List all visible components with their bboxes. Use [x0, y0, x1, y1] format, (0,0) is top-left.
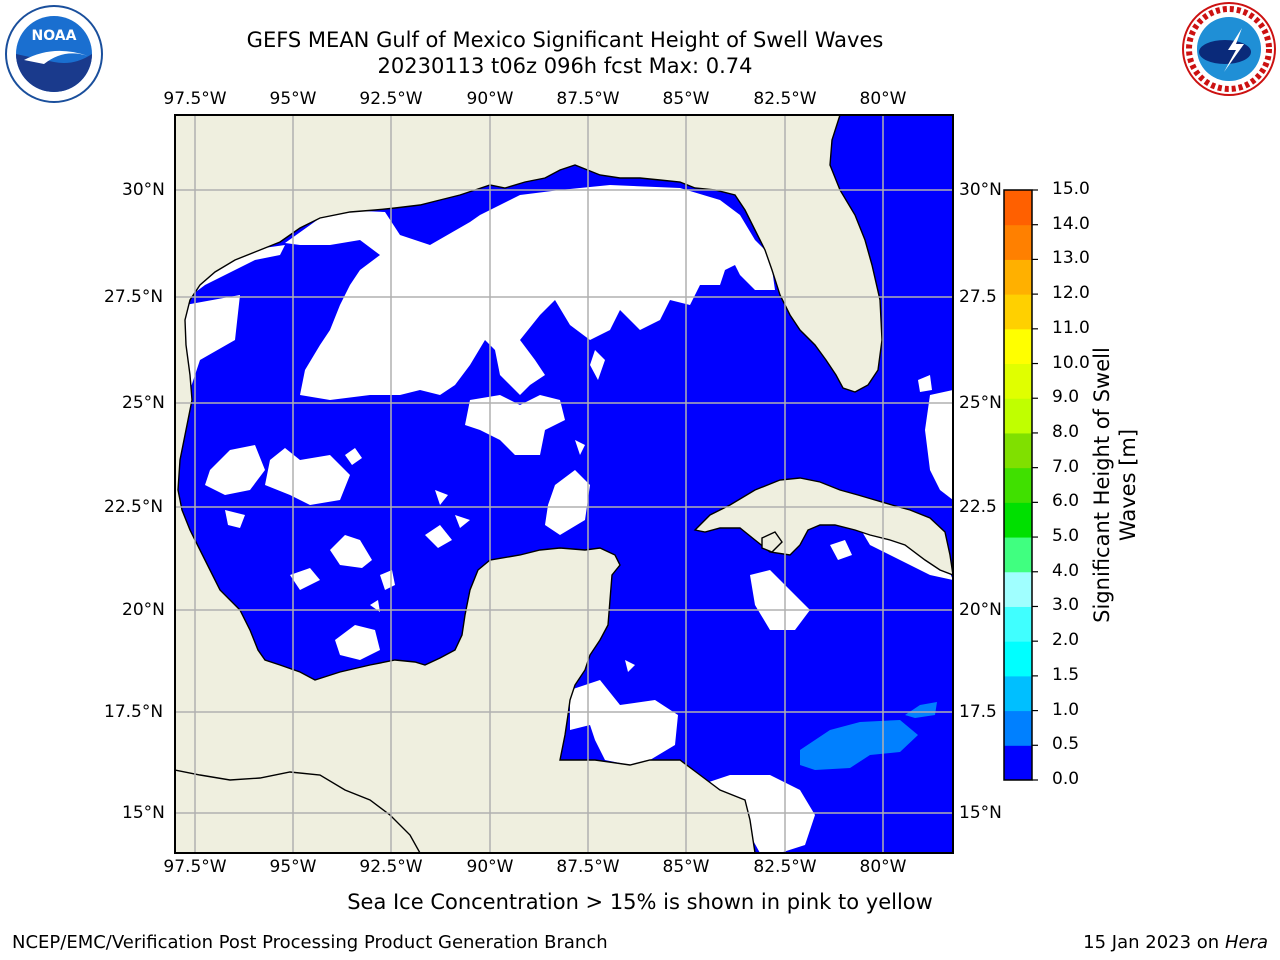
map-title: GEFS MEAN Gulf of Mexico Significant Hei…: [246, 28, 884, 52]
colorbar-segment: [1004, 710, 1032, 746]
colorbar: [1003, 189, 1038, 781]
colorbar-segment: [1004, 502, 1032, 538]
credit-host: Hera: [1224, 932, 1268, 953]
colorbar-frame: [1003, 189, 1033, 781]
lat-label-left: 15°N: [122, 803, 165, 823]
colorbar-segment: [1004, 190, 1032, 226]
colorbar-tick-label: 11.0: [1052, 317, 1090, 338]
colorbar-segment: [1004, 571, 1032, 607]
colorbar-tick-label: 9.0: [1052, 387, 1080, 408]
colorbar-segment: [1004, 606, 1032, 642]
colorbar-tick-label: 0.0: [1052, 769, 1080, 789]
colorbar-tick-label: 7.0: [1052, 456, 1080, 477]
lat-label-right: 27.5: [959, 287, 997, 307]
colorbar-segment: [1004, 675, 1032, 712]
credit-date: 15 Jan 2023 on: [1083, 932, 1225, 953]
colorbar-segment: [1004, 641, 1032, 677]
lon-label-bottom: 80°W: [859, 857, 907, 877]
colorbar-tick-label: 6.0: [1052, 491, 1080, 512]
lon-label-bottom: 92.5°W: [359, 857, 423, 877]
colorbar-tick-label: 14.0: [1052, 213, 1090, 234]
colorbar-segment: [1004, 328, 1032, 365]
colorbar-tick-label: 3.0: [1052, 595, 1080, 616]
colorbar-tick-label: 15.0: [1052, 179, 1090, 199]
lon-label-bottom: 97.5°W: [163, 857, 227, 877]
lat-label-right: 30°N: [959, 180, 1002, 200]
map-frame: [174, 114, 954, 854]
colorbar-segment: [1004, 432, 1032, 469]
credit-left: NCEP/EMC/Verification Post Processing Pr…: [12, 932, 608, 953]
lon-label-top: 92.5°W: [359, 89, 423, 109]
sea-ice-note: Sea Ice Concentration > 15% is shown in …: [347, 890, 933, 914]
nws-logo: [1182, 2, 1276, 96]
lat-label-left: 30°N: [122, 180, 165, 200]
graticule: [175, 115, 953, 853]
land-masses: [175, 115, 953, 853]
map-subtitle: 20230113 t06z 096h fcst Max: 0.74: [377, 54, 753, 78]
colorbar-tick-label: 1.5: [1052, 664, 1080, 685]
colorbar-segment: [1004, 363, 1032, 399]
lat-label-right: 25°N: [959, 393, 1002, 413]
colorbar-segment: [1004, 537, 1032, 573]
colorbar-segment: [1004, 398, 1032, 434]
lon-label-bottom: 87.5°W: [556, 857, 620, 877]
noaa-logo: NOAA: [5, 5, 103, 103]
lon-label-top: 82.5°W: [753, 89, 817, 109]
lat-label-left: 25°N: [122, 393, 165, 413]
lon-label-bottom: 85°W: [662, 857, 710, 877]
colorbar-segment: [1004, 224, 1032, 260]
lat-label-right: 15°N: [959, 803, 1002, 823]
colorbar-tick-label: 13.0: [1052, 248, 1090, 269]
lon-label-top: 80°W: [859, 89, 907, 109]
credit-right: 15 Jan 2023 on Hera: [1083, 932, 1268, 953]
lon-label-top: 95°W: [269, 89, 317, 109]
lon-label-top: 87.5°W: [556, 89, 620, 109]
lon-label-top: 97.5°W: [163, 89, 227, 109]
colorbar-segment: [1004, 259, 1032, 295]
colorbar-tick-label: 4.0: [1052, 560, 1080, 581]
lat-label-right: 17.5: [959, 702, 997, 722]
lon-label-top: 90°W: [466, 89, 514, 109]
colorbar-segment: [1004, 745, 1032, 781]
colorbar-tick-label: 2.0: [1052, 630, 1080, 651]
lon-label-bottom: 95°W: [269, 857, 317, 877]
lat-label-right: 22.5: [959, 497, 997, 517]
lon-label-top: 85°W: [662, 89, 710, 109]
colorbar-tick-label: 12.0: [1052, 283, 1090, 304]
colorbar-label: Significant Height of Swell Waves [m]: [1090, 347, 1140, 623]
lat-label-left: 22.5°N: [104, 497, 164, 517]
lat-label-left: 27.5°N: [104, 287, 164, 307]
colorbar-segment: [1004, 467, 1032, 503]
colorbar-tick-label: 1.0: [1052, 699, 1080, 720]
colorbar-tick-label: 10.0: [1052, 352, 1090, 373]
lat-label-left: 20°N: [122, 600, 165, 620]
colorbar-tick-label: 0.5: [1052, 734, 1080, 755]
lat-label-left: 17.5°N: [104, 702, 164, 722]
colorbar-segment: [1004, 294, 1032, 330]
colorbar-tick-label: 8.0: [1052, 421, 1080, 442]
svg-text:NOAA: NOAA: [32, 28, 77, 44]
lon-label-bottom: 82.5°W: [753, 857, 817, 877]
lon-label-bottom: 90°W: [466, 857, 514, 877]
lat-label-right: 20°N: [959, 600, 1002, 620]
colorbar-tick-label: 5.0: [1052, 526, 1080, 547]
